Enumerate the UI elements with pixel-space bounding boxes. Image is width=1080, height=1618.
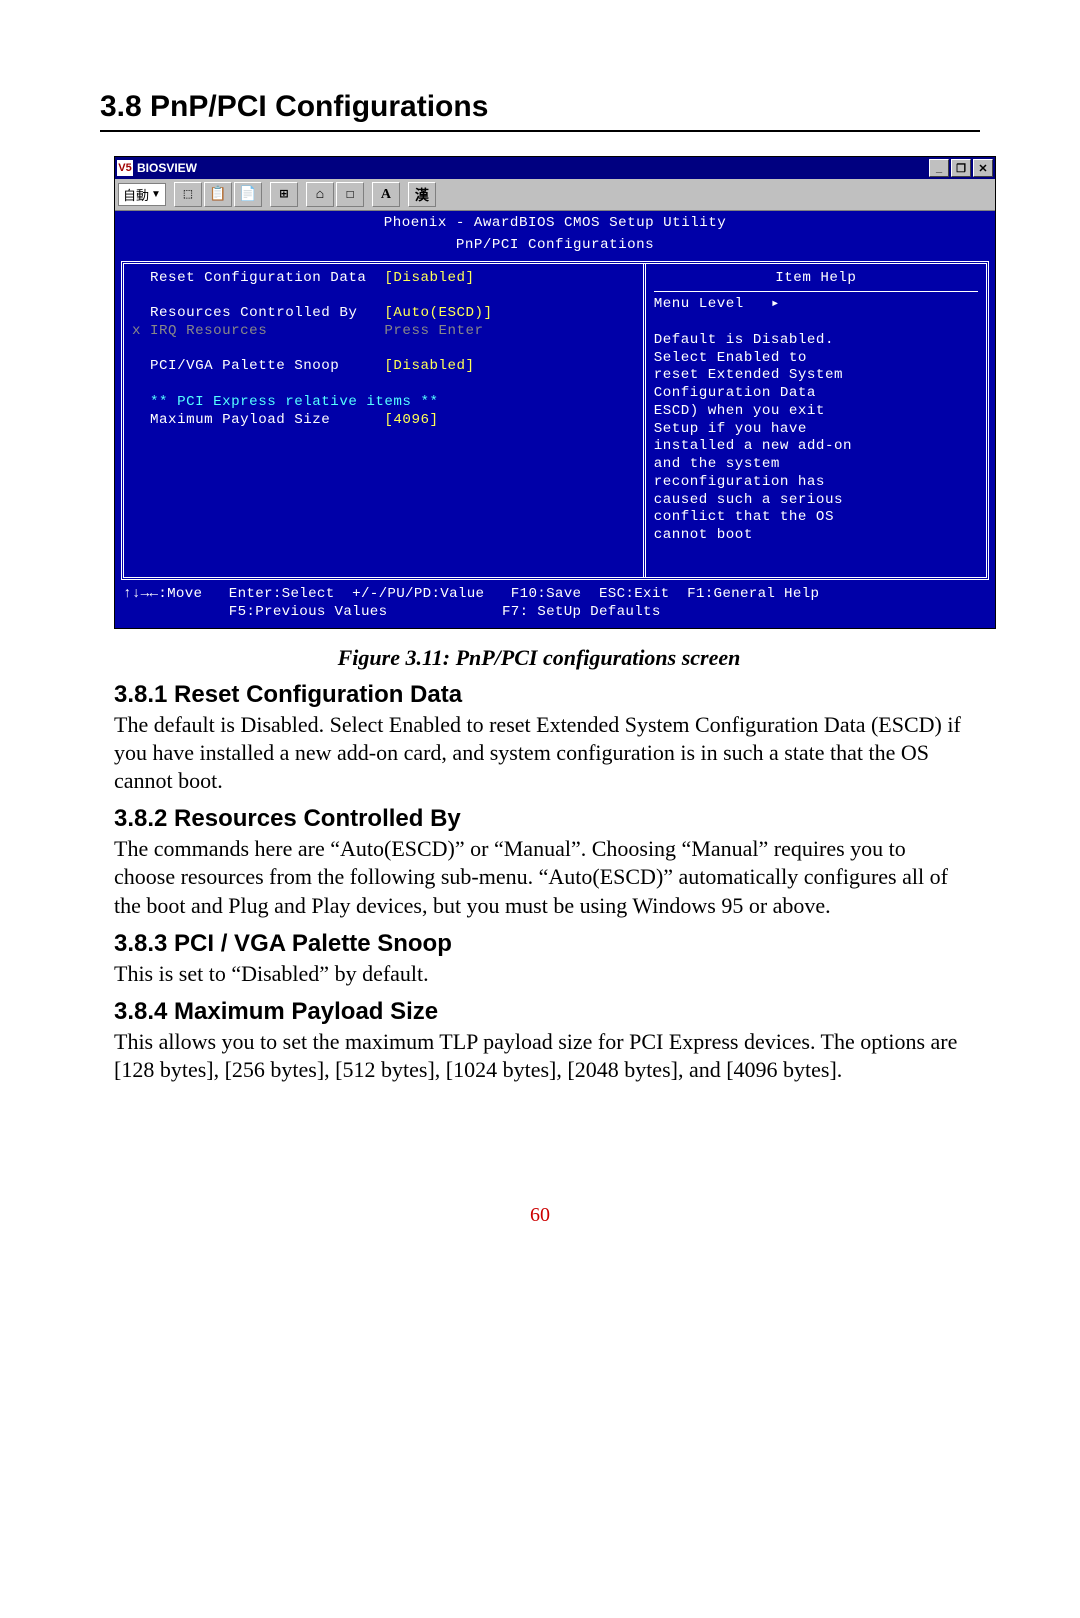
toolbar-button-paste[interactable]: 📄: [234, 182, 262, 207]
chevron-down-icon: ▼: [151, 189, 161, 200]
opt-reset-label[interactable]: Reset Configuration Data: [132, 270, 384, 286]
bios-screen: Phoenix - AwardBIOS CMOS Setup Utility P…: [115, 211, 995, 628]
toolbar: 自動 ▼ ⬚ 📋 📄 ⊞ ⌂ ☐ A 漢: [115, 179, 995, 211]
bios-footer: ↑↓→←:Move Enter:Select +/-/PU/PD:Value F…: [115, 584, 995, 628]
window-title: BIOSVIEW: [137, 161, 927, 175]
toolbar-button-han[interactable]: 漢: [408, 182, 436, 207]
mode-combo-label: 自動: [123, 185, 149, 204]
opt-irq-value: Press Enter: [384, 323, 483, 339]
bios-title-1: Phoenix - AwardBIOS CMOS Setup Utility: [115, 211, 995, 233]
opt-irq-label: IRQ Resources: [150, 323, 267, 339]
opt-irq-prefix: x: [132, 323, 150, 339]
opt-palette-label[interactable]: PCI/VGA Palette Snoop: [132, 358, 384, 374]
opt-resources-label[interactable]: Resources Controlled By: [132, 305, 384, 321]
opt-reset-value[interactable]: [Disabled]: [384, 270, 474, 286]
subsection-1-heading: 3.8.1 Reset Configuration Data: [114, 681, 964, 709]
toolbar-button-5[interactable]: ⌂: [306, 182, 334, 207]
opt-palette-value[interactable]: [Disabled]: [384, 358, 474, 374]
subsection-4-body: This allows you to set the maximum TLP p…: [114, 1028, 964, 1084]
bios-right-panel: Item Help Menu Level ▸ Default is Disabl…: [646, 264, 986, 578]
help-text: Default is Disabled. Select Enabled to r…: [654, 332, 978, 545]
toolbar-button-a[interactable]: A: [372, 182, 400, 207]
maximize-button[interactable]: ❐: [951, 159, 971, 177]
bios-title-2: PnP/PCI Configurations: [115, 233, 995, 255]
section-pci-express: ** PCI Express relative items **: [132, 394, 635, 412]
mode-combo[interactable]: 自動 ▼: [118, 183, 166, 206]
subsection-3-heading: 3.8.3 PCI / VGA Palette Snoop: [114, 930, 964, 958]
toolbar-button-6[interactable]: ☐: [336, 182, 364, 207]
app-icon: V5: [117, 160, 133, 176]
toolbar-button-copy[interactable]: 📋: [204, 182, 232, 207]
biosview-window: V5 BIOSVIEW _ ❐ ✕ 自動 ▼ ⬚ 📋 📄 ⊞ ⌂ ☐ A 漢: [114, 156, 996, 629]
subsection-4-heading: 3.8.4 Maximum Payload Size: [114, 998, 964, 1026]
menu-level: Menu Level ▸: [654, 296, 978, 314]
toolbar-button-1[interactable]: ⬚: [174, 182, 202, 207]
titlebar: V5 BIOSVIEW _ ❐ ✕: [115, 157, 995, 179]
close-button[interactable]: ✕: [973, 159, 993, 177]
subsection-3-body: This is set to “Disabled” by default.: [114, 960, 964, 988]
item-help-title: Item Help: [654, 270, 978, 293]
subsection-2-heading: 3.8.2 Resources Controlled By: [114, 805, 964, 833]
subsection-2-body: The commands here are “Auto(ESCD)” or “M…: [114, 835, 964, 919]
section-heading: 3.8 PnP/PCI Configurations: [100, 90, 980, 124]
opt-resources-value[interactable]: [Auto(ESCD)]: [384, 305, 492, 321]
toolbar-button-4[interactable]: ⊞: [270, 182, 298, 207]
figure-caption: Figure 3.11: PnP/PCI configurations scre…: [114, 645, 964, 671]
bios-left-panel: Reset Configuration Data [Disabled] Reso…: [124, 264, 646, 578]
opt-payload-label[interactable]: Maximum Payload Size: [132, 412, 384, 428]
page-number: 60: [100, 1204, 980, 1227]
subsection-1-body: The default is Disabled. Select Enabled …: [114, 711, 964, 795]
divider: [100, 130, 980, 132]
opt-payload-value[interactable]: [4096]: [384, 412, 438, 428]
minimize-button[interactable]: _: [929, 159, 949, 177]
